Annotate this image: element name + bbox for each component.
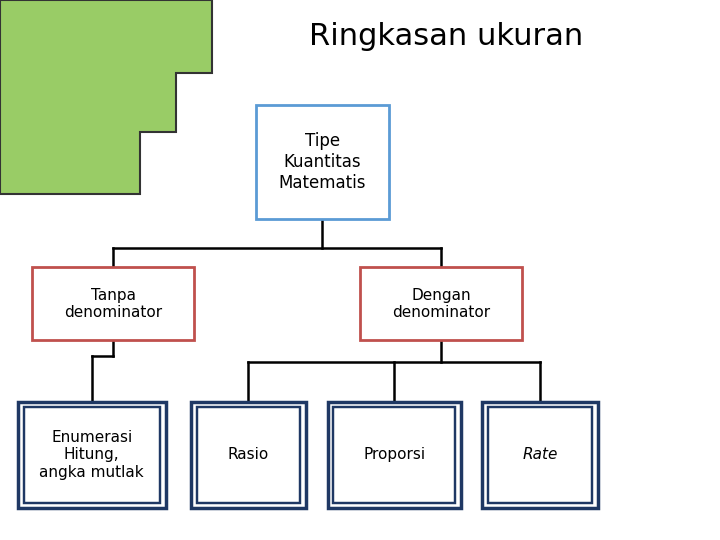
FancyBboxPatch shape xyxy=(256,105,389,219)
FancyBboxPatch shape xyxy=(24,407,160,503)
FancyBboxPatch shape xyxy=(191,402,306,508)
FancyBboxPatch shape xyxy=(18,402,166,508)
FancyBboxPatch shape xyxy=(482,402,598,508)
Text: Tanpa
denominator: Tanpa denominator xyxy=(64,287,163,320)
FancyBboxPatch shape xyxy=(333,407,455,503)
Text: Proporsi: Proporsi xyxy=(363,448,426,462)
FancyBboxPatch shape xyxy=(197,407,300,503)
FancyBboxPatch shape xyxy=(328,402,461,508)
Text: Rate: Rate xyxy=(522,448,558,462)
FancyBboxPatch shape xyxy=(360,267,522,340)
Text: Dengan
denominator: Dengan denominator xyxy=(392,287,490,320)
FancyBboxPatch shape xyxy=(488,407,592,503)
Text: Ringkasan ukuran: Ringkasan ukuran xyxy=(310,22,583,51)
Polygon shape xyxy=(0,0,212,194)
Text: Rasio: Rasio xyxy=(228,448,269,462)
Text: Enumerasi
Hitung,
angka mutlak: Enumerasi Hitung, angka mutlak xyxy=(40,430,144,480)
Text: Tipe
Kuantitas
Matematis: Tipe Kuantitas Matematis xyxy=(279,132,366,192)
FancyBboxPatch shape xyxy=(32,267,194,340)
